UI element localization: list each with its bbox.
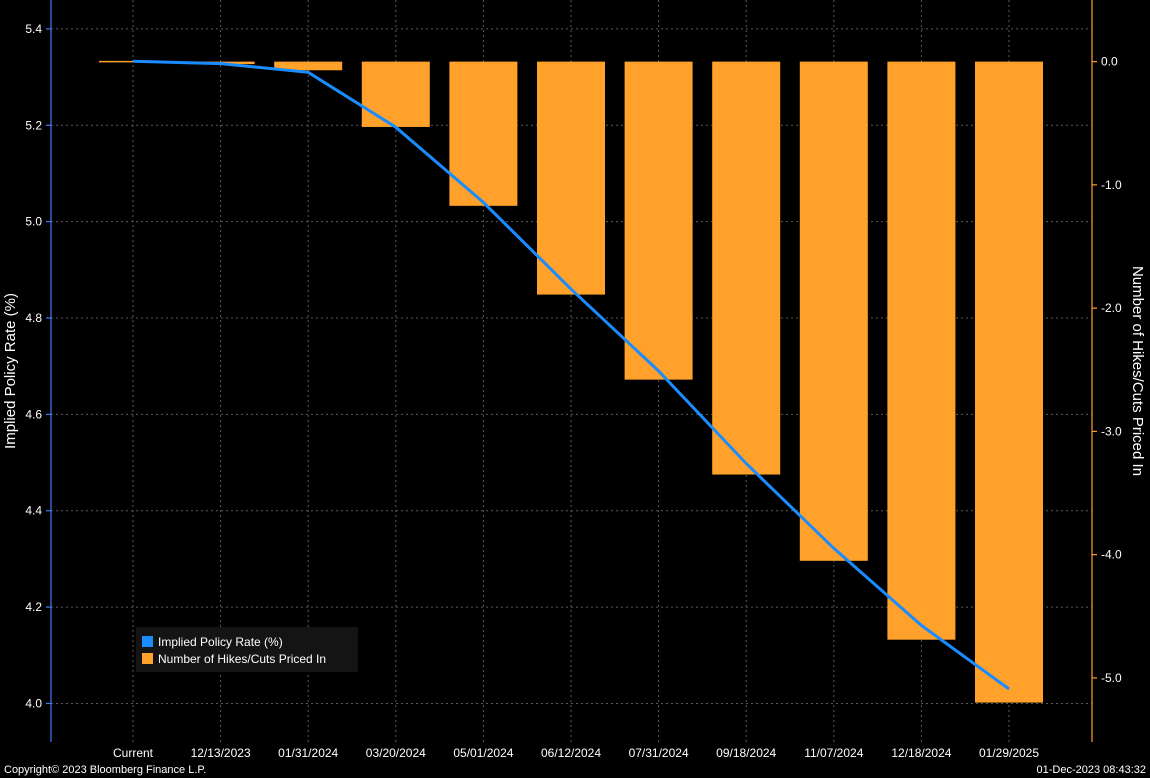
x-tick-label-2: 01/31/2024: [278, 746, 338, 760]
copyright-text: Copyright© 2023 Bloomberg Finance L.P.: [4, 764, 207, 776]
left-tick-label-1: 4.2: [25, 600, 42, 614]
legend-swatch-hikes-cuts: [142, 653, 153, 664]
bar-8: [799, 61, 868, 561]
left-tick-label-0: 4.0: [25, 696, 42, 710]
left-tick-label-7: 5.4: [25, 22, 42, 36]
right-axis-title: Number of Hikes/Cuts Priced In: [1129, 266, 1146, 476]
legend-label-implied-policy-rate: Implied Policy Rate (%): [158, 635, 283, 649]
left-tick-label-5: 5.0: [25, 215, 42, 229]
legend-box: [136, 627, 358, 672]
legend: Implied Policy Rate (%) Number of Hikes/…: [136, 627, 358, 672]
bar-10: [975, 61, 1043, 703]
bar-0: [99, 60, 159, 63]
left-tick-label-2: 4.4: [25, 504, 42, 518]
right-tick-label-0: -5.0: [1101, 671, 1122, 685]
x-tick-label-3: 03/20/2024: [366, 746, 426, 760]
left-axis-title: Implied Policy Rate (%): [2, 293, 19, 449]
right-tick-label-3: -2.0: [1101, 301, 1122, 315]
x-tick-label-4: 05/01/2024: [453, 746, 513, 760]
bar-9: [887, 61, 956, 640]
right-axis-ticks: -5.0 -4.0 -3.0 -2.0 -1.0 0.0: [1092, 55, 1122, 685]
x-axis-ticks: Current 12/13/2023 01/31/2024 03/20/2024 05/…: [113, 746, 1039, 760]
x-tick-label-1: 12/13/2023: [191, 746, 251, 760]
bar-3: [361, 61, 430, 127]
bar-4: [449, 61, 518, 206]
left-axis-ticks: 4.0 4.2 4.4 4.6 4.8 5.0 5.2 5.4: [25, 22, 51, 710]
x-tick-label-7: 09/18/2024: [716, 746, 776, 760]
right-tick-label-2: -3.0: [1101, 424, 1122, 438]
right-tick-label-4: -1.0: [1101, 178, 1122, 192]
left-tick-label-6: 5.2: [25, 118, 42, 132]
bar-5: [537, 61, 605, 295]
x-tick-label-6: 07/31/2024: [629, 746, 689, 760]
left-tick-label-3: 4.6: [25, 407, 42, 421]
right-tick-label-5: 0.0: [1101, 55, 1118, 69]
x-tick-label-8: 11/07/2024: [804, 746, 863, 760]
legend-label-hikes-cuts: Number of Hikes/Cuts Priced In: [158, 652, 326, 666]
x-tick-label-9: 12/18/2024: [891, 746, 951, 760]
bar-7: [712, 61, 781, 475]
x-tick-label-5: 06/12/2024: [541, 746, 601, 760]
legend-swatch-implied-policy-rate: [142, 636, 153, 647]
x-tick-label-10: 01/29/2025: [979, 746, 1039, 760]
x-tick-label-0: Current: [113, 746, 154, 760]
bar-6: [624, 61, 693, 380]
right-tick-label-1: -4.0: [1101, 548, 1122, 562]
left-tick-label-4: 4.8: [25, 311, 42, 325]
timestamp-text: 01-Dec-2023 08:43:32: [1036, 764, 1146, 776]
bar-2: [274, 61, 343, 71]
